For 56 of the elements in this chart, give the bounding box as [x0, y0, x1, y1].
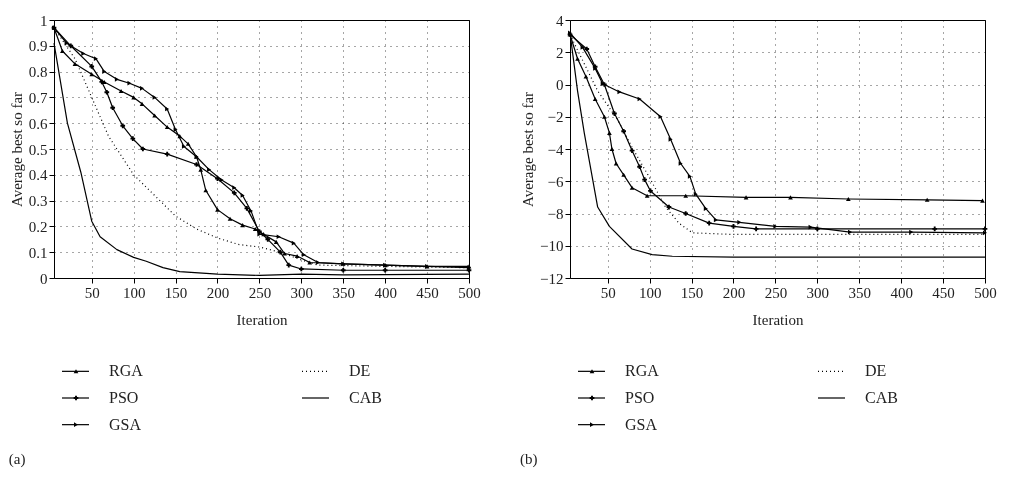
legend-label: GSA — [109, 415, 142, 433]
legend-label: PSO — [625, 389, 655, 406]
y-axis-title: Average best so far — [520, 91, 537, 208]
y-tick-label: −8 — [547, 206, 564, 222]
y-tick-label: −4 — [547, 141, 564, 158]
x-tick-label: 450 — [416, 284, 439, 301]
x-tick-label: 50 — [600, 284, 616, 301]
y-tick-label: 0.7 — [28, 89, 48, 106]
y-tick-label: 0.9 — [28, 38, 48, 55]
x-tick-label: 100 — [122, 284, 146, 301]
text: (b) — [520, 451, 538, 468]
y-tick-label: 0 — [40, 270, 48, 287]
x-tick-label: 200 — [206, 284, 230, 301]
y-tick-label: 0.5 — [28, 141, 48, 158]
y-tick-label: 0.4 — [28, 167, 48, 184]
x-tick-label: 500 — [458, 284, 481, 301]
y-tick-label: 0.6 — [28, 115, 48, 132]
x-axis-title: Iteration — [752, 311, 804, 328]
x-tick-label: 100 — [638, 284, 662, 301]
x-tick-label: 400 — [890, 284, 913, 301]
legend-label: RGA — [625, 362, 660, 380]
legend-label: GSA — [625, 415, 658, 433]
legend-label: CAB — [349, 389, 382, 406]
y-tick-label: −12 — [540, 270, 564, 287]
x-tick-label: 350 — [848, 284, 871, 301]
y-tick-label: 1 — [40, 12, 48, 29]
y-tick-label: −6 — [547, 173, 564, 190]
x-tick-label: 500 — [974, 284, 997, 301]
x-tick-label: 150 — [164, 284, 188, 301]
x-tick-label: 450 — [932, 284, 955, 301]
x-tick-label: 300 — [290, 284, 314, 301]
y-tick-label: 0.2 — [28, 218, 48, 235]
y-tick-label: 0 — [556, 77, 564, 93]
legend-label: DE — [349, 362, 371, 380]
x-tick-label: 400 — [374, 284, 397, 301]
x-tick-label: 150 — [680, 284, 704, 301]
x-tick-label: 250 — [764, 284, 788, 301]
y-tick-label: −2 — [547, 109, 564, 126]
x-tick-label: 200 — [722, 284, 746, 301]
y-tick-label: 4 — [556, 12, 564, 29]
y-tick-label: −10 — [540, 238, 564, 255]
x-tick-label: 50 — [84, 284, 100, 301]
legend-label: CAB — [865, 389, 898, 406]
legend-label: DE — [865, 362, 887, 380]
legend-label: PSO — [109, 389, 139, 406]
y-tick-label: 2 — [556, 44, 564, 61]
y-tick-label: 0.1 — [28, 244, 48, 261]
legend-label: RGA — [109, 362, 144, 380]
y-tick-label: 0.3 — [28, 193, 48, 210]
y-axis-title: Average best so far — [8, 91, 25, 208]
x-tick-label: 300 — [806, 284, 830, 301]
x-tick-label: 350 — [332, 284, 355, 301]
y-tick-label: 0.8 — [28, 64, 48, 81]
x-tick-label: 250 — [248, 284, 272, 301]
x-axis-title: Iteration — [236, 311, 288, 328]
text: (a) — [8, 451, 26, 468]
